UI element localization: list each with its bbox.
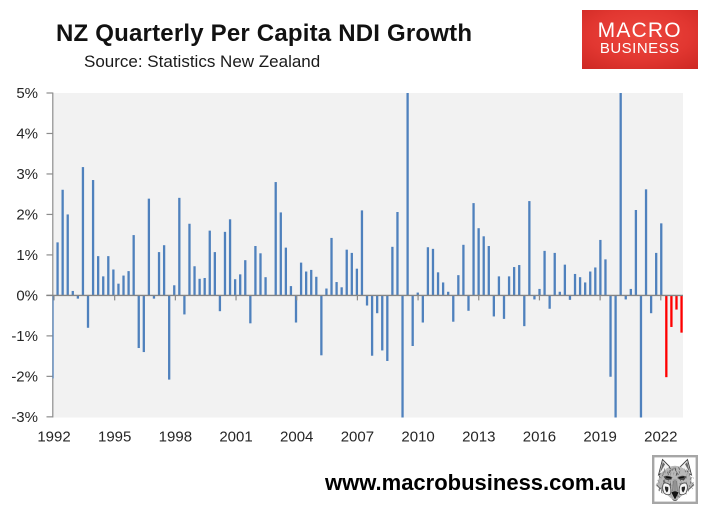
svg-text:2019: 2019 xyxy=(583,429,616,446)
svg-text:2%: 2% xyxy=(16,206,38,223)
svg-text:2004: 2004 xyxy=(280,429,313,446)
svg-text:2022: 2022 xyxy=(644,429,677,446)
svg-text:3%: 3% xyxy=(16,166,38,183)
svg-text:-2%: -2% xyxy=(11,368,38,385)
svg-text:1998: 1998 xyxy=(159,429,192,446)
svg-text:5%: 5% xyxy=(16,85,38,102)
svg-text:-1%: -1% xyxy=(11,328,38,345)
svg-text:2001: 2001 xyxy=(219,429,252,446)
svg-text:2010: 2010 xyxy=(401,429,434,446)
svg-text:2007: 2007 xyxy=(341,429,374,446)
svg-text:2013: 2013 xyxy=(462,429,495,446)
svg-text:1995: 1995 xyxy=(98,429,131,446)
svg-text:4%: 4% xyxy=(16,125,38,142)
svg-text:0%: 0% xyxy=(16,287,38,304)
svg-text:-3%: -3% xyxy=(11,409,38,426)
svg-text:1%: 1% xyxy=(16,247,38,264)
svg-text:1992: 1992 xyxy=(37,429,70,446)
svg-text:2016: 2016 xyxy=(523,429,556,446)
